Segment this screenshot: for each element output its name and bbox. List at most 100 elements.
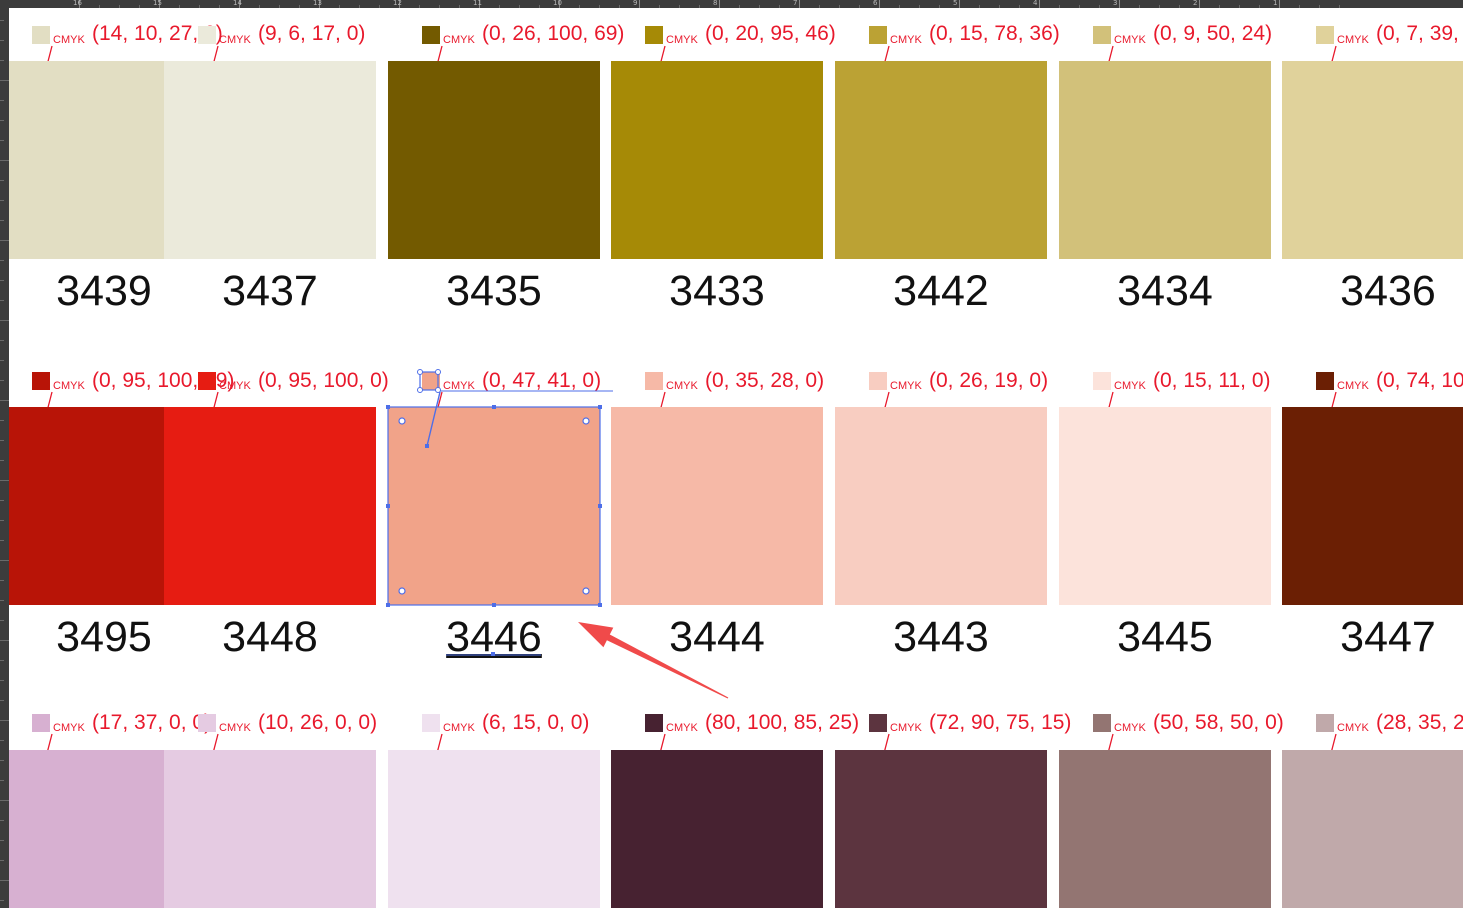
cmyk-value: (50, 58, 50, 0) [1153,711,1284,734]
ruler-minor-tick [659,5,660,8]
color-chip[interactable] [32,26,50,44]
ruler-tick [0,680,4,681]
color-chip[interactable] [422,26,440,44]
ruler-tick [0,240,9,241]
swatch-code: 3442 [893,267,989,315]
color-swatch[interactable] [1282,407,1463,605]
ruler-minor-tick [1339,5,1340,8]
cmyk-tag: CMYK [443,34,475,46]
color-swatch[interactable] [1282,61,1463,259]
cmyk-value: (72, 90, 75, 15) [929,711,1072,734]
ruler-tick [0,780,4,781]
color-chip[interactable] [198,714,216,732]
cmyk-tag: CMYK [219,34,251,46]
vertical-ruler[interactable] [0,0,9,908]
color-chip[interactable] [32,714,50,732]
color-swatch[interactable] [1059,750,1271,908]
color-swatch[interactable] [611,407,823,605]
ruler-tick [1119,0,1120,8]
color-swatch[interactable] [164,750,376,908]
ruler-tick [959,0,960,8]
swatch-code: 3448 [222,613,318,661]
horizontal-ruler[interactable]: 16 15 14 13 12 11 10 9 8 7 6 5 4 3 2 1 [0,0,1463,8]
ruler-tick [239,0,240,8]
ruler-minor-tick [279,5,280,8]
ruler-label: 16 [73,0,82,7]
swatch-code: 3436 [1340,267,1436,315]
swatch-code: 3443 [893,613,989,661]
color-swatch[interactable] [388,407,600,605]
ruler-tick [1199,0,1200,8]
cmyk-value: (0, 35, 28, 0) [705,369,825,392]
cmyk-value: (0, 20, 95, 46) [705,22,836,45]
color-chip[interactable] [198,372,216,390]
ruler-tick [0,880,9,881]
cmyk-value: (0, 95, 100, 0) [258,369,389,392]
color-chip[interactable] [1316,372,1334,390]
ruler-tick [479,0,480,8]
cmyk-tag: CMYK [53,722,85,734]
color-swatch[interactable] [164,61,376,259]
color-swatch[interactable] [388,750,600,908]
cmyk-tag: CMYK [219,380,251,392]
color-chip[interactable] [1093,714,1111,732]
color-chip[interactable] [32,372,50,390]
ruler-minor-tick [899,5,900,8]
color-chip[interactable] [645,26,663,44]
color-swatch[interactable] [1282,750,1463,908]
ruler-tick [0,280,4,281]
color-swatch[interactable] [835,407,1047,605]
ruler-tick [0,860,4,861]
ruler-minor-tick [679,5,680,8]
cmyk-tag: CMYK [890,34,922,46]
ruler-tick [0,300,4,301]
ruler-minor-tick [979,5,980,8]
color-swatch[interactable] [164,407,376,605]
color-swatch[interactable] [611,61,823,259]
color-chip[interactable] [869,26,887,44]
ruler-minor-tick [1259,5,1260,8]
color-swatch[interactable] [835,750,1047,908]
color-swatch[interactable] [388,61,600,259]
color-chip[interactable] [869,714,887,732]
ruler-minor-tick [519,5,520,8]
color-swatch[interactable] [835,61,1047,259]
ruler-minor-tick [779,5,780,8]
color-chip[interactable] [645,372,663,390]
ruler-tick [0,160,9,161]
ruler-minor-tick [199,5,200,8]
swatch-code: 3446 [446,613,542,661]
cmyk-tag: CMYK [443,722,475,734]
color-chip[interactable] [1316,26,1334,44]
ruler-label: 7 [793,0,798,7]
ruler-minor-tick [579,5,580,8]
ruler-minor-tick [359,5,360,8]
color-chip[interactable] [422,714,440,732]
ruler-tick [0,840,4,841]
color-chip[interactable] [869,372,887,390]
color-swatch[interactable] [1059,407,1271,605]
ruler-tick [0,700,4,701]
ruler-minor-tick [1299,5,1300,8]
swatch-code: 3495 [56,613,152,661]
cmyk-tag: CMYK [1337,722,1369,734]
ruler-minor-tick [1079,5,1080,8]
cmyk-value: (0, 9, 50, 24) [1153,22,1273,45]
ruler-minor-tick [139,5,140,8]
color-chip[interactable] [645,714,663,732]
ruler-tick [0,660,4,661]
artboard-canvas[interactable]: CMYK (14, 10, 27, 0) 3439 CMYK (9, 6, 17, 0)… [9,8,1463,908]
ruler-minor-tick [999,5,1000,8]
color-swatch[interactable] [611,750,823,908]
ruler-tick [0,120,4,121]
color-chip[interactable] [1093,372,1111,390]
color-chip[interactable] [198,26,216,44]
color-chip[interactable] [1316,714,1334,732]
color-chip[interactable] [1093,26,1111,44]
color-chip[interactable] [422,372,440,390]
ruler-minor-tick [1099,5,1100,8]
ruler-tick [0,900,4,901]
ruler-minor-tick [179,5,180,8]
ruler-minor-tick [1019,5,1020,8]
color-swatch[interactable] [1059,61,1271,259]
